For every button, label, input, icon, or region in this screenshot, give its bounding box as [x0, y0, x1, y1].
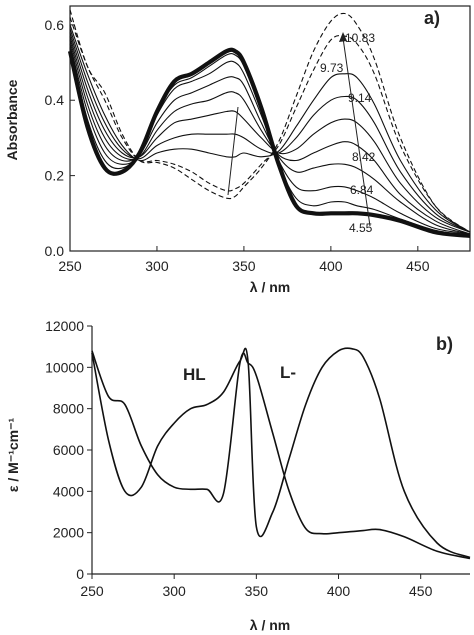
panel-b-y-tick-label: 6000	[53, 442, 84, 458]
panel-a-spectrum-line	[69, 17, 471, 233]
panel-a-arrow-up	[342, 37, 371, 227]
panel-a-x-tick-label: 350	[232, 258, 256, 274]
series-label-hl: HL	[183, 365, 206, 384]
panel-a-spectrum-line	[69, 9, 471, 233]
panel-b: 0 2000 4000 6000 8000 10000 12000 250 300 350 400…	[5, 318, 471, 633]
panel-b-y-axis-label: ε / M⁻¹cm⁻¹	[5, 418, 21, 493]
panel-a-ph-annotation: 8.42	[352, 150, 376, 164]
series-label-l-minus: L-	[280, 363, 296, 382]
panel-a-ph-annotation: 10.83	[345, 31, 375, 45]
panel-a-ph-annotation: 4.55	[349, 221, 373, 235]
panel-a-x-ticks: 250 300 350 400 450	[58, 246, 430, 274]
panel-a-ph-annotation: 9.73	[320, 61, 344, 75]
panel-a-x-axis-label: λ / nm	[250, 279, 290, 295]
panel-a-spectrum-line	[69, 36, 471, 235]
panel-a-spectrum-line	[67, 47, 471, 238]
panel-b-y-tick-label: 2000	[53, 525, 84, 541]
panel-b-y-tick-label: 10000	[45, 359, 84, 375]
panel-a-ph-annotation: 9.14	[348, 91, 372, 105]
panel-a-arrow-down	[227, 106, 239, 196]
panel-a-x-tick-label: 250	[58, 258, 82, 274]
panel-a-spectra	[67, 9, 471, 238]
panel-b-y-tick-label: 0	[76, 566, 84, 582]
panel-b-x-tick-label: 450	[409, 583, 433, 599]
panel-a-y-ticks: 0.0 0.2 0.4 0.6	[45, 17, 75, 259]
panel-b-x-tick-label: 300	[162, 583, 186, 599]
panel-a-label: a)	[424, 8, 440, 28]
panel-b-spectrum-line-l-minus	[91, 347, 471, 559]
panel-a-y-tick-label: 0.4	[45, 92, 65, 108]
panel-b-spectra	[91, 347, 471, 560]
panel-a-spectrum-line	[69, 43, 471, 235]
panel-b-spectrum-line-hl	[91, 350, 471, 560]
panel-b-x-ticks: 250 300 350 400 450	[80, 574, 433, 599]
panel-b-x-tick-label: 400	[327, 583, 351, 599]
panel-a-ph-annotation: 6.84	[350, 183, 374, 197]
panel-b-x-tick-label: 250	[80, 583, 104, 599]
panel-a-y-tick-label: 0.6	[45, 17, 65, 33]
panel-a-annotations: 4.55 6.84 8.42 9.14 9.73 10.83	[320, 31, 376, 235]
panel-a-y-tick-label: 0.2	[45, 168, 65, 184]
panel-a-x-tick-label: 300	[145, 258, 169, 274]
panel-a-plot-frame	[69, 5, 471, 252]
panel-a-spectrum-line	[69, 24, 471, 233]
panel-b-y-tick-label: 8000	[53, 401, 84, 417]
panel-b-y-tick-label: 12000	[45, 318, 84, 334]
panel-a-y-tick-label: 0.0	[45, 243, 65, 259]
panel-a-y-axis-label: Absorbance	[4, 79, 20, 160]
panel-b-label: b)	[436, 334, 453, 354]
panel-a: 0.0 0.2 0.4 0.6 250 300 350 400 450 4.55 6.84 8.4…	[4, 5, 471, 295]
panel-b-x-axis-label: λ / nm	[250, 617, 290, 633]
panel-a-arrowhead	[339, 32, 347, 42]
panel-b-y-tick-label: 4000	[53, 483, 84, 499]
panel-a-x-tick-label: 400	[319, 258, 343, 274]
panel-a-x-tick-label: 450	[406, 258, 430, 274]
panel-b-x-tick-label: 350	[245, 583, 269, 599]
panel-b-y-ticks: 0 2000 4000 6000 8000 10000 12000	[45, 318, 92, 582]
